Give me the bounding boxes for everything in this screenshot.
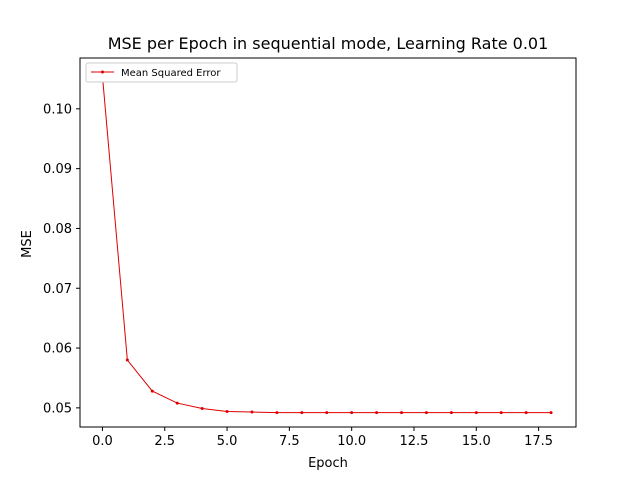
data-point <box>300 411 304 415</box>
y-axis-label: MSE <box>20 230 35 258</box>
x-tick-label: 5.0 <box>217 434 238 449</box>
plot-frame <box>79 57 577 428</box>
data-point <box>225 409 229 413</box>
x-tick-label: 2.5 <box>154 434 175 449</box>
data-point <box>125 358 129 362</box>
legend-frame <box>85 62 238 83</box>
series-line <box>101 75 552 414</box>
y-tick-label: 0.06 <box>43 342 72 357</box>
data-point <box>400 411 404 415</box>
x-axis-label: Epoch <box>308 456 348 471</box>
data-point <box>275 411 279 415</box>
legend-marker-swatch <box>101 70 104 74</box>
data-point <box>325 411 329 415</box>
data-point <box>474 411 478 415</box>
y-tick-label: 0.09 <box>43 162 72 177</box>
x-tick-label: 0.0 <box>92 434 113 449</box>
y-tick-label: 0.08 <box>43 222 72 237</box>
data-point <box>250 410 254 414</box>
data-point <box>449 411 453 415</box>
data-point <box>499 411 503 415</box>
data-point <box>375 411 379 415</box>
x-tick-label: 10.0 <box>337 434 366 449</box>
x-tick-label: 15.0 <box>462 434 491 449</box>
x-tick-label: 17.5 <box>524 434 553 449</box>
y-tick-label: 0.10 <box>43 102 72 117</box>
legend: Mean Squared Error <box>85 62 238 83</box>
data-point <box>350 411 354 415</box>
plot-area: 0.0 2.5 5.0 7.5 10.0 12.5 15.0 17.5 0.05 0.06 0.07… <box>43 57 577 449</box>
data-point <box>175 401 179 405</box>
data-point <box>200 406 204 410</box>
data-point <box>424 411 428 415</box>
data-point <box>524 411 528 415</box>
y-tick-label: 0.05 <box>43 401 72 416</box>
x-tick-label: 12.5 <box>400 434 429 449</box>
legend-label: Mean Squared Error <box>121 68 221 79</box>
chart-title: MSE per Epoch in sequential mode, Learni… <box>108 34 549 53</box>
y-tick-label: 0.07 <box>43 282 72 297</box>
data-point <box>150 389 154 393</box>
x-tick-label: 7.5 <box>279 434 300 449</box>
data-point <box>549 411 553 415</box>
